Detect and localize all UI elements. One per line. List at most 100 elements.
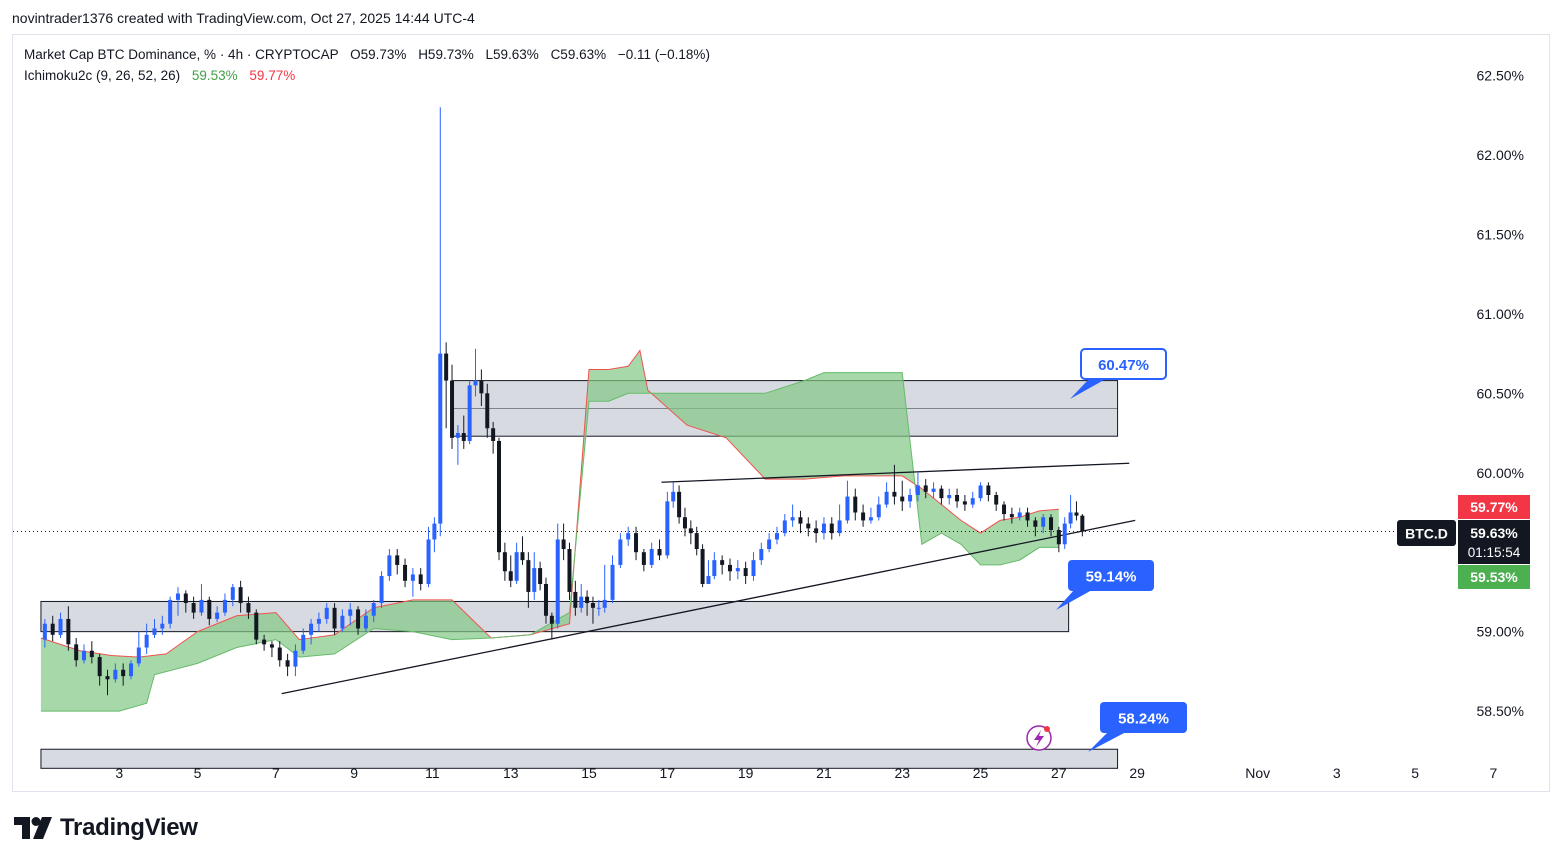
candle-body: [829, 523, 834, 534]
candle-body: [238, 587, 243, 604]
candle-body: [491, 428, 496, 441]
callout-58-24-pointer: [1088, 732, 1126, 752]
candle: [348, 603, 353, 626]
candle: [543, 577, 548, 624]
candle-body: [549, 615, 554, 624]
candle-body: [1074, 512, 1079, 516]
candle-body: [58, 618, 63, 635]
candle: [567, 542, 572, 600]
candle: [199, 583, 204, 616]
candle: [682, 507, 687, 537]
candle: [955, 488, 960, 508]
candle: [144, 623, 149, 654]
candle: [238, 580, 243, 613]
candle: [363, 609, 368, 632]
candle: [215, 606, 220, 623]
candle: [455, 425, 460, 465]
candle: [585, 590, 590, 616]
y-axis[interactable]: 62.50%62.00%61.50%61.00%60.50%60.00%59.5…: [1477, 68, 1524, 720]
candle-body: [1017, 512, 1022, 518]
callout-59-14-text: 59.14%: [1086, 569, 1137, 586]
candle-body: [774, 533, 779, 540]
callout-59-14[interactable]: 59.14%: [1056, 560, 1154, 610]
candle: [356, 606, 361, 635]
candle-body: [395, 555, 400, 565]
candle: [316, 612, 321, 632]
candle-body: [254, 612, 259, 640]
legend-symbol: Market Cap BTC Dominance, % · 4h · CRYPT…: [24, 47, 339, 62]
cloud-fill: [40, 350, 1059, 712]
candle-body: [363, 615, 368, 629]
candle-body: [467, 385, 472, 441]
chart-frame[interactable]: [12, 34, 1550, 792]
callout-58-24[interactable]: 58.24%: [1088, 702, 1187, 752]
candle-body: [74, 644, 79, 661]
candle: [479, 369, 484, 407]
candle: [618, 533, 623, 569]
candle-body: [915, 485, 920, 495]
candle: [532, 552, 537, 600]
candle-body: [986, 485, 991, 495]
candle-body: [113, 669, 118, 680]
candle: [590, 596, 595, 624]
legend-indicator: Ichimoku2c (9, 26, 52, 26): [24, 68, 181, 83]
x-tick-label: 3: [1333, 765, 1341, 781]
candle-body: [543, 583, 548, 616]
candle: [1041, 514, 1046, 534]
price-tag-box: [1458, 520, 1530, 564]
candle: [806, 517, 811, 537]
candle-body: [371, 603, 376, 616]
candle-body: [579, 596, 584, 608]
candle-body: [230, 587, 235, 600]
candle: [986, 482, 991, 502]
candle-body: [479, 380, 484, 394]
candle: [915, 472, 920, 502]
x-tick-label: 25: [973, 765, 989, 781]
candle-body: [853, 496, 858, 513]
candle-body: [665, 501, 670, 556]
chart-legend: Market Cap BTC Dominance, % · 4h · CRYPT…: [24, 44, 710, 86]
candle: [596, 599, 601, 616]
candle: [634, 526, 639, 561]
candle: [939, 485, 944, 505]
candle-body: [1041, 517, 1046, 527]
callout-60-47[interactable]: 60.47%: [1070, 348, 1167, 399]
candle-body: [573, 591, 578, 608]
candle: [191, 596, 196, 619]
candle-body: [473, 380, 478, 386]
tradingview-logo[interactable]: TradingView: [14, 814, 198, 842]
candle: [269, 641, 274, 658]
candle: [175, 587, 180, 616]
candle-body: [508, 571, 513, 581]
candle: [467, 380, 472, 445]
candle-body: [1080, 515, 1085, 532]
candle-body: [814, 528, 819, 534]
candle: [900, 480, 905, 511]
x-axis[interactable]: 3 5 7 9 11 13 15 17 19 21 23 25 27 29 Nov 3 5 7: [115, 765, 1497, 781]
candle-body: [923, 485, 928, 492]
candle: [751, 552, 756, 581]
span-a-tag-box: [1458, 495, 1530, 519]
candle: [845, 480, 850, 524]
candle: [254, 609, 259, 645]
countdown-tag: 01:15:54: [1468, 545, 1521, 560]
candle: [395, 549, 400, 575]
candle-body: [461, 433, 466, 441]
candle: [884, 482, 889, 508]
lightning-icon[interactable]: [1026, 725, 1052, 751]
trendline-1: [661, 462, 1130, 483]
chart-caption: novintrader1376 created with TradingView…: [12, 10, 475, 26]
candle: [767, 533, 772, 553]
candle: [573, 580, 578, 616]
candle-body: [947, 494, 952, 499]
candle: [432, 517, 437, 553]
candle: [671, 482, 676, 508]
candle: [371, 599, 376, 623]
candle-body: [720, 560, 725, 565]
x-tick-label: 11: [425, 765, 440, 781]
candle: [450, 364, 455, 449]
candle: [549, 612, 554, 640]
symbol-tag: BTC.D: [1405, 526, 1448, 542]
x-tick-label: 27: [1051, 765, 1067, 781]
